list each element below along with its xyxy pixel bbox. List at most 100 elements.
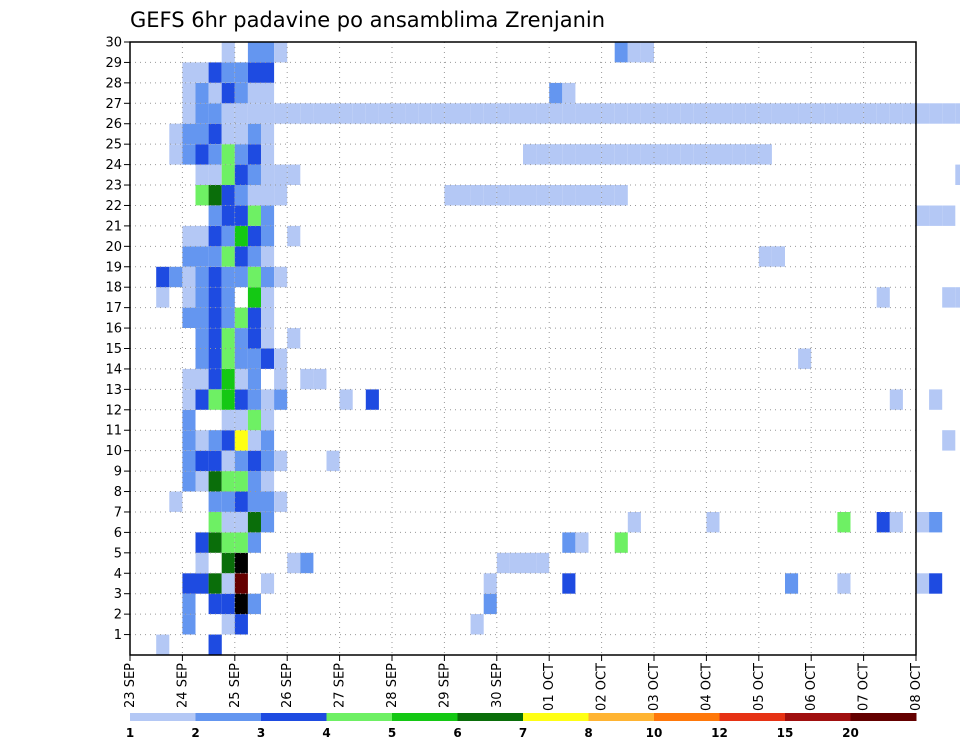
heatmap-cell [234, 348, 248, 369]
heatmap-cell [182, 287, 196, 308]
heatmap-cell [261, 144, 275, 165]
heatmap-cell [208, 266, 222, 288]
heatmap-cell [221, 164, 235, 185]
heatmap-cell [929, 512, 943, 533]
x-tick-label: 23 SEP [123, 663, 138, 708]
legend-swatch [719, 713, 786, 721]
heatmap-cell [562, 82, 576, 104]
heatmap-cell [195, 82, 209, 104]
heatmap-cell [234, 389, 248, 410]
heatmap-cell [195, 246, 209, 267]
y-tick-label: 2 [114, 608, 122, 623]
heatmap-cell [208, 348, 222, 369]
heatmap-cell [221, 62, 235, 83]
heatmap-cell [169, 123, 183, 145]
heatmap-cell [627, 42, 641, 63]
heatmap-cell [942, 430, 956, 451]
heatmap-cell [614, 103, 628, 124]
heatmap-cell [182, 389, 196, 410]
heatmap-cell [169, 266, 183, 288]
heatmap-cell [247, 225, 261, 247]
heatmap-cell [496, 552, 510, 574]
heatmap-cell [221, 225, 235, 247]
heatmap-cell [588, 185, 602, 206]
heatmap-cell [549, 144, 563, 165]
heatmap-cell [261, 123, 275, 145]
heatmap-cell [234, 593, 248, 615]
heatmap-cell [156, 634, 170, 655]
y-tick-label: 23 [105, 179, 122, 194]
heatmap-cell [326, 103, 340, 124]
heatmap-cell [575, 103, 589, 124]
heatmap-cell [942, 205, 956, 226]
heatmap-cell [889, 512, 903, 533]
heatmap-cell [261, 389, 275, 410]
x-tick-label: 28 SEP [385, 663, 400, 708]
heatmap-cell [261, 307, 275, 328]
heatmap-cell [627, 512, 641, 533]
heatmap-cell [247, 409, 261, 431]
heatmap-cell [221, 512, 235, 533]
legend-swatch [326, 713, 393, 721]
heatmap-cell [195, 164, 209, 185]
heatmap-cell [654, 103, 668, 124]
heatmap-cell [195, 389, 209, 410]
heatmap-cell [509, 103, 523, 124]
heatmap-cell [195, 266, 209, 288]
heatmap-cell [732, 144, 746, 165]
heatmap-cell [274, 103, 288, 124]
heatmap-cell [706, 103, 720, 124]
heatmap-cell [863, 103, 877, 124]
heatmap-cell [182, 266, 196, 288]
y-tick-label: 7 [114, 505, 122, 520]
heatmap-cell [889, 389, 903, 410]
heatmap-cell [929, 103, 943, 124]
heatmap-cell [287, 328, 301, 349]
heatmap-cell [339, 389, 353, 410]
heatmap-cell [182, 409, 196, 431]
heatmap-cell [247, 328, 261, 349]
heatmap-cell [195, 225, 209, 247]
heatmap-cell [208, 287, 222, 308]
heatmap-cell [247, 368, 261, 390]
y-tick-label: 14 [105, 362, 122, 377]
heatmap-cell [392, 103, 406, 124]
heatmap-cell [234, 103, 248, 124]
heatmap-cell [208, 450, 222, 472]
heatmap-cell [195, 532, 209, 553]
heatmap-cell [195, 471, 209, 492]
heatmap-cell [785, 573, 799, 594]
heatmap-cell [195, 123, 209, 145]
heatmap-cell [274, 266, 288, 288]
heatmap-cell [195, 62, 209, 83]
grid-lines [130, 42, 916, 655]
heatmap-cell [221, 103, 235, 124]
heatmap-cell [208, 225, 222, 247]
x-tick-label: 03 OCT [647, 663, 662, 711]
heatmap-cell [496, 185, 510, 206]
heatmap-cell [261, 82, 275, 104]
heatmap-cell [234, 266, 248, 288]
heatmap-cell [247, 185, 261, 206]
heatmap-cell [221, 123, 235, 145]
heatmap-cell [889, 103, 903, 124]
heatmap-cell [824, 103, 838, 124]
heatmap-cell [536, 552, 550, 574]
heatmap-cell [221, 389, 235, 410]
heatmap-cell [182, 430, 196, 451]
heatmap-cell [221, 532, 235, 553]
heatmap-cell [876, 287, 890, 308]
heatmap-cell [261, 246, 275, 267]
y-tick-label: 21 [105, 219, 122, 234]
legend-swatch [392, 713, 458, 721]
heatmap-cell [182, 225, 196, 247]
heatmap-cell [208, 512, 222, 533]
heatmap-cell [182, 103, 196, 124]
heatmap-cell [195, 368, 209, 390]
legend-swatch [588, 713, 655, 721]
heatmap-cell [247, 307, 261, 328]
heatmap-cell [261, 103, 275, 124]
heatmap-cell [247, 593, 261, 615]
heatmap-cell [208, 389, 222, 410]
heatmap-cell [313, 368, 327, 390]
